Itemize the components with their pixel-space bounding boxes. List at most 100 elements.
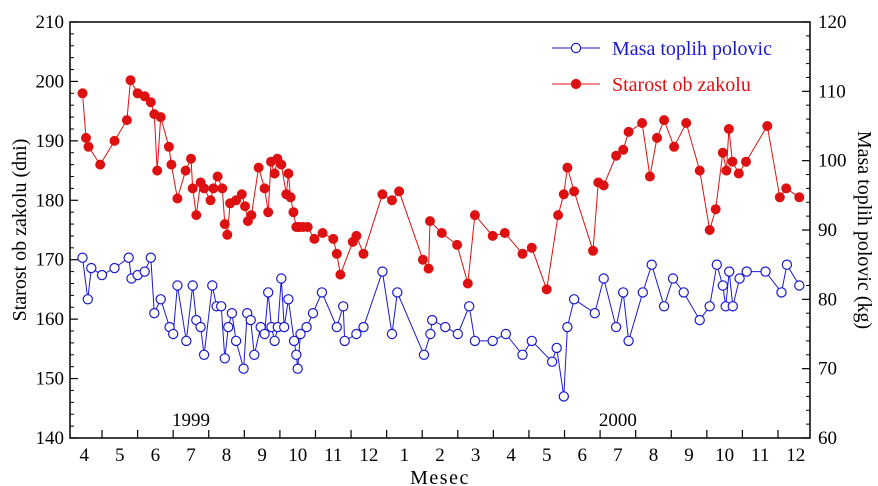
data-point — [331, 248, 342, 259]
data-point — [517, 248, 528, 259]
x-tick-label: 11 — [751, 445, 769, 466]
legend-label: Masa toplih polovic — [612, 38, 772, 60]
y-right-tick-label: 80 — [818, 289, 837, 310]
data-point — [198, 349, 210, 360]
data-point — [741, 266, 752, 277]
data-point — [226, 308, 238, 319]
data-point — [238, 363, 249, 374]
data-point — [464, 301, 475, 312]
data-point — [205, 195, 216, 206]
x-tick-label: 3 — [471, 445, 481, 466]
data-point — [710, 204, 721, 215]
data-point — [440, 321, 451, 333]
data-point — [425, 328, 436, 340]
data-point — [155, 294, 166, 305]
data-point — [217, 183, 228, 194]
data-point — [500, 328, 511, 340]
y-right-tick-label: 110 — [818, 81, 846, 102]
data-point — [499, 227, 510, 238]
data-point — [109, 135, 120, 146]
data-point — [125, 75, 136, 86]
data-point — [139, 266, 150, 277]
data-point — [667, 273, 679, 284]
data-point — [263, 207, 274, 218]
year-label: 1999 — [172, 410, 210, 431]
data-point — [727, 156, 738, 167]
data-point — [569, 186, 580, 197]
x-tick-label: 6 — [151, 445, 161, 466]
data-point — [187, 280, 198, 291]
data-point — [259, 328, 270, 340]
x-tick-label: 2 — [435, 445, 445, 466]
legend-marker — [570, 42, 582, 54]
data-point — [309, 233, 320, 244]
data-point — [172, 193, 183, 204]
data-point — [163, 141, 174, 152]
y-right-tick-label: 60 — [818, 428, 837, 449]
data-point — [462, 278, 473, 289]
data-point — [774, 192, 785, 203]
y-left-axis-title: Starost ob zakolu (dni) — [9, 139, 31, 322]
data-point — [598, 180, 609, 191]
x-tick-label: 10 — [715, 445, 734, 466]
y-left-tick-label: 170 — [36, 250, 65, 271]
y-right-tick-label: 90 — [818, 220, 837, 241]
data-point — [794, 192, 805, 203]
data-point — [469, 335, 481, 347]
y-right-tick-label: 100 — [818, 151, 847, 172]
x-tick-label: 7 — [186, 445, 196, 466]
y-left-tick-label: 160 — [36, 309, 65, 330]
legend-marker — [570, 78, 582, 90]
data-point — [279, 321, 290, 333]
data-point — [568, 294, 580, 305]
data-point — [109, 262, 120, 274]
data-point — [781, 259, 793, 270]
data-point — [781, 183, 792, 194]
x-tick-label: 6 — [578, 445, 588, 466]
x-tick-label: 11 — [324, 445, 342, 466]
data-point — [526, 242, 537, 253]
data-point — [681, 118, 692, 129]
data-point — [167, 328, 179, 340]
data-point — [351, 328, 362, 340]
series-line — [82, 256, 800, 397]
y-left-tick-label: 210 — [36, 12, 65, 33]
data-point — [253, 162, 264, 173]
data-point — [551, 342, 562, 354]
data-point — [231, 195, 242, 206]
data-point — [338, 301, 349, 312]
series-starost — [77, 75, 805, 295]
data-point — [166, 159, 177, 170]
series-masa — [77, 252, 805, 402]
data-point — [637, 287, 649, 298]
data-point — [541, 284, 552, 295]
data-point — [658, 301, 670, 312]
data-point — [145, 252, 156, 263]
data-point — [704, 224, 715, 235]
data-point — [669, 141, 680, 152]
data-point — [377, 189, 388, 200]
data-point — [546, 356, 558, 367]
data-point — [191, 210, 202, 221]
data-point — [155, 112, 166, 123]
data-point — [659, 115, 670, 126]
data-point — [149, 308, 160, 319]
data-point — [283, 294, 294, 305]
y-left-tick-label: 180 — [36, 190, 65, 211]
y-left-tick-label: 150 — [36, 369, 65, 390]
data-point — [291, 349, 302, 360]
data-point — [704, 301, 715, 312]
y-left-tick-label: 190 — [36, 131, 65, 152]
data-point — [230, 335, 242, 347]
data-point — [81, 132, 92, 143]
data-point — [436, 227, 447, 238]
x-tick-label: 9 — [257, 445, 267, 466]
x-tick-label: 7 — [613, 445, 623, 466]
data-point — [292, 363, 303, 374]
data-point — [717, 280, 729, 291]
data-point — [83, 141, 94, 152]
data-point — [734, 273, 745, 284]
data-point — [269, 335, 280, 347]
data-point — [377, 266, 388, 277]
data-point — [618, 287, 629, 298]
